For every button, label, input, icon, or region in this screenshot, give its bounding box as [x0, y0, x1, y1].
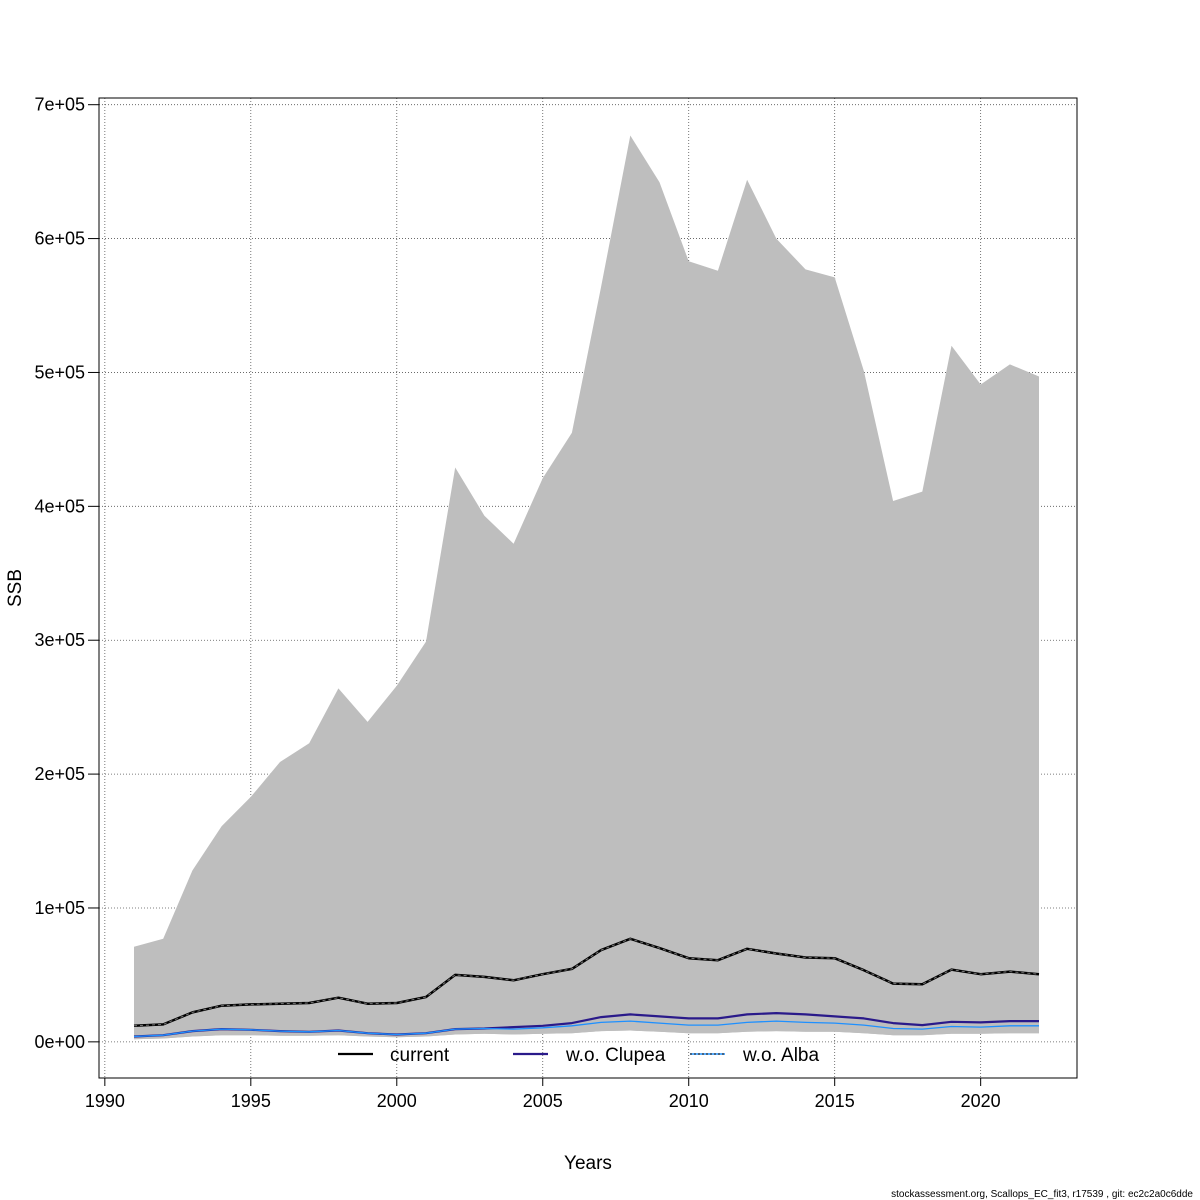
y-tick-label-0: 0e+00: [34, 1032, 85, 1052]
x-tick-label-2020: 2020: [961, 1091, 1001, 1111]
legend-label-3: w.o. Alba: [742, 1045, 819, 1066]
x-tick-label-2010: 2010: [669, 1091, 709, 1111]
y-tick-label-2: 2e+05: [34, 764, 85, 784]
x-tick-label-1990: 1990: [85, 1091, 125, 1111]
y-tick-label-7: 7e+05: [34, 95, 85, 115]
legend-label-1: current: [390, 1045, 450, 1066]
series-lines: [133, 937, 1040, 1038]
plot-frame: [98, 97, 1078, 1079]
legend-label-2: w.o. Clupea: [565, 1045, 666, 1066]
axes: 1990 1995 2000 2005 2010 2015 2020 0e+00 1e+05 2e…: [34, 95, 1000, 1111]
x-tick-label-2000: 2000: [377, 1091, 417, 1111]
y-tick-label-3: 3e+05: [34, 630, 85, 650]
y-tick-label-1: 1e+05: [34, 898, 85, 918]
footer-note: stockassessment.org, Scallops_EC_fit3, r…: [891, 1189, 1193, 1200]
confidence-band-1: [134, 135, 1039, 1040]
x-tick-label-2015: 2015: [815, 1091, 855, 1111]
y-axis-title: SSB: [5, 569, 26, 607]
y-tick-label-4: 4e+05: [34, 496, 85, 516]
series-line-w-o-alba: [133, 1020, 1039, 1038]
x-tick-label-1995: 1995: [231, 1091, 271, 1111]
legend: current w.o. Clupea w.o. Alba: [338, 1045, 819, 1066]
y-tick-label-5: 5e+05: [34, 362, 85, 382]
x-tick-label-2005: 2005: [523, 1091, 563, 1111]
series-line-current-dash: [133, 938, 1040, 1027]
x-axis-title: Years: [564, 1153, 612, 1174]
confidence-band-2: [134, 1021, 1039, 1040]
y-tick-label-6: 6e+05: [34, 229, 85, 249]
confidence-bands: [134, 135, 1039, 1040]
